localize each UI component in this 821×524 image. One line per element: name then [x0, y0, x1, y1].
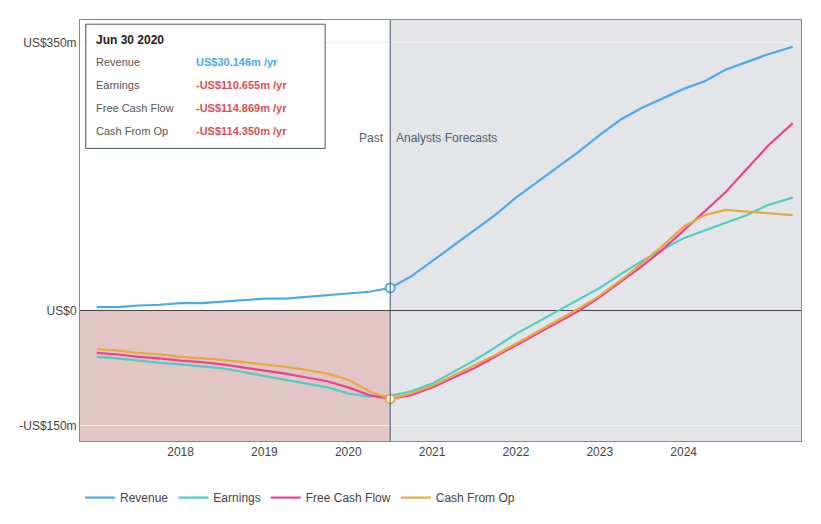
svg-text:Revenue: Revenue — [120, 491, 168, 505]
svg-text:2024: 2024 — [670, 445, 697, 459]
svg-text:Cash From Op: Cash From Op — [96, 125, 168, 137]
svg-text:Past: Past — [359, 131, 384, 145]
svg-text:Free Cash Flow: Free Cash Flow — [96, 102, 174, 114]
svg-text:Free Cash Flow: Free Cash Flow — [306, 491, 391, 505]
svg-text:US$0: US$0 — [47, 304, 77, 318]
svg-text:Cash From Op: Cash From Op — [436, 491, 515, 505]
svg-text:-US$114.350m /yr: -US$114.350m /yr — [196, 125, 287, 137]
svg-text:-US$110.655m /yr: -US$110.655m /yr — [196, 79, 287, 91]
svg-text:2022: 2022 — [503, 445, 530, 459]
svg-text:Analysts Forecasts: Analysts Forecasts — [396, 131, 497, 145]
svg-text:Earnings: Earnings — [96, 79, 140, 91]
svg-text:US$30.146m /yr: US$30.146m /yr — [196, 56, 278, 68]
svg-text:-US$150m: -US$150m — [19, 419, 76, 433]
svg-text:-US$114.869m /yr: -US$114.869m /yr — [196, 102, 287, 114]
svg-text:2023: 2023 — [586, 445, 613, 459]
svg-text:Revenue: Revenue — [96, 56, 140, 68]
svg-text:2019: 2019 — [251, 445, 278, 459]
svg-text:2018: 2018 — [167, 445, 194, 459]
svg-text:2020: 2020 — [335, 445, 362, 459]
svg-text:US$350m: US$350m — [23, 36, 76, 50]
svg-text:Jun 30 2020: Jun 30 2020 — [96, 33, 164, 47]
svg-text:Earnings: Earnings — [213, 491, 260, 505]
svg-text:2021: 2021 — [419, 445, 446, 459]
